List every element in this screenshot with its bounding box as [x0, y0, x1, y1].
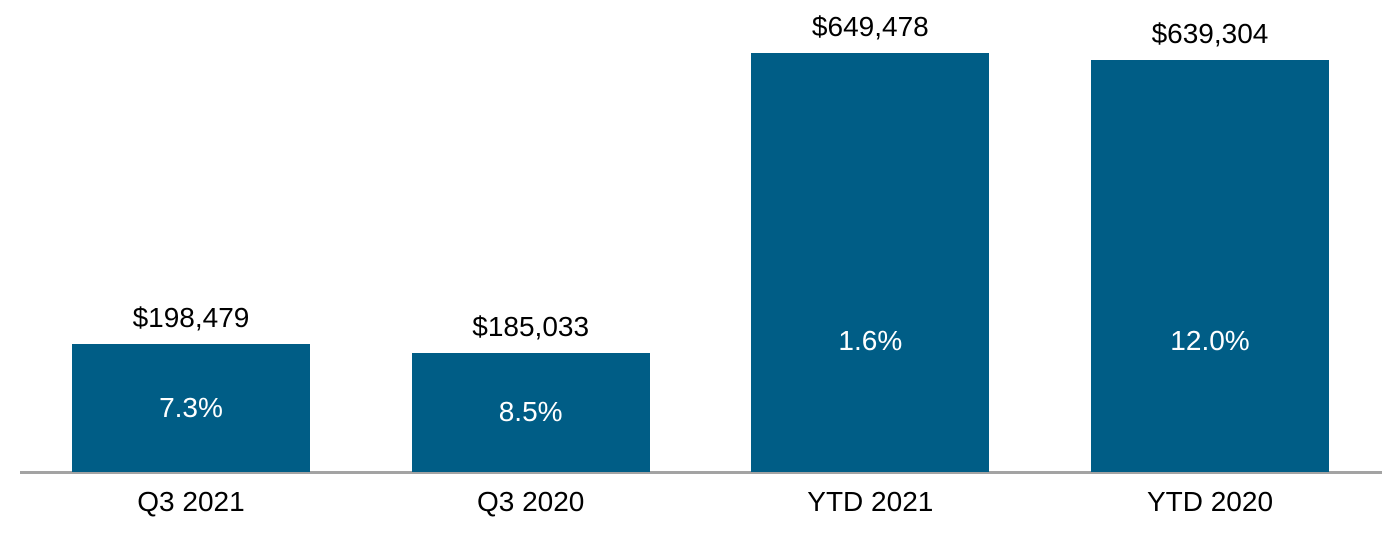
bar-value-label: $649,478 [811, 11, 929, 42]
bar-q3-2021 [72, 343, 310, 472]
bar-ytd-2021 [751, 53, 990, 472]
x-axis-label: Q3 2021 [137, 486, 245, 517]
bar-value-label: $198,479 [132, 301, 250, 333]
bar-ytd-2020 [1091, 59, 1329, 472]
bar-value-label: $639,304 [1151, 17, 1269, 49]
bar-value-label: $185,033 [472, 310, 590, 342]
x-axis-line [20, 471, 1382, 474]
x-axis-label: Q3 2020 [476, 486, 585, 517]
x-axis-label: YTD 2020 [1146, 486, 1274, 517]
bar-pct-label: 8.5% [498, 396, 563, 428]
bar-pct-label: 1.6% [838, 325, 903, 356]
bar-pct-label: 12.0% [1170, 325, 1250, 356]
x-axis-label: YTD 2021 [807, 486, 934, 517]
bar-q3-2020 [411, 352, 650, 472]
bar-pct-label: 7.3% [159, 391, 223, 423]
